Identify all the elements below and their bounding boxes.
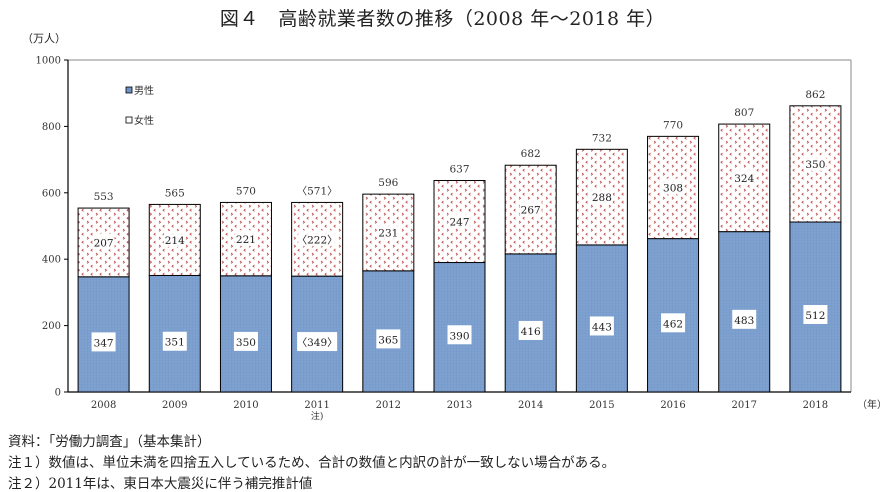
male-label-box — [447, 325, 472, 345]
x-tick-label: 2015 — [589, 400, 614, 411]
female-value-label: 207 — [94, 237, 114, 249]
legend-label-female: 女性 — [134, 114, 154, 127]
male-value-label: 483 — [734, 315, 754, 327]
legend-label-male: 男性 — [134, 84, 154, 97]
female-label-box — [590, 188, 613, 205]
x-tick-label: 2017 — [732, 400, 757, 411]
total-value-label: 596 — [378, 177, 398, 189]
x-tick-label: 2010 — [233, 400, 258, 411]
total-value-label: 565 — [165, 187, 185, 199]
bar-female — [77, 207, 130, 278]
chart-title: 図４ 高齢就業者数の推移（2008 年～2018 年） — [219, 8, 666, 30]
male-label-box — [518, 320, 543, 340]
male-value-label: 350 — [236, 337, 256, 349]
male-label-box — [732, 309, 757, 329]
female-value-label: 〈222〉 — [297, 234, 338, 246]
total-value-label: 807 — [734, 107, 754, 119]
female-value-label: 231 — [378, 227, 398, 239]
total-value-label: 〈571〉 — [297, 185, 338, 197]
male-value-label: 462 — [663, 318, 683, 330]
y-tick-label: 200 — [42, 321, 61, 332]
female-label-box — [377, 223, 400, 240]
female-value-label: 350 — [805, 159, 825, 171]
female-value-label: 221 — [236, 234, 256, 246]
female-label-box — [662, 178, 685, 195]
male-value-label: 512 — [805, 310, 825, 322]
female-value-label: 267 — [521, 205, 541, 217]
male-value-label: 416 — [521, 326, 541, 338]
female-value-label: 214 — [165, 235, 185, 247]
female-label-box — [92, 233, 115, 250]
female-value-label: 288 — [592, 192, 612, 204]
female-label-box — [298, 230, 337, 247]
x-tick-label: 2018 — [803, 400, 828, 411]
x-tick-label: 2008 — [91, 400, 116, 411]
male-label-box — [376, 329, 401, 349]
y-axis-unit-label: （万人） — [22, 32, 66, 45]
female-value-label: 308 — [663, 182, 683, 194]
female-label-box — [448, 212, 471, 229]
total-value-label: 682 — [521, 148, 541, 160]
y-tick-label: 800 — [42, 122, 61, 133]
male-label-box — [589, 316, 614, 336]
total-value-label: 862 — [805, 89, 825, 101]
male-label-box — [661, 313, 686, 333]
x-tick-label: 2009 — [162, 400, 187, 411]
x-tick-note: 注) — [311, 410, 324, 422]
legend-swatch-female — [125, 116, 133, 124]
male-value-label: 351 — [165, 337, 185, 349]
male-value-label: 347 — [94, 337, 114, 349]
y-tick-label: 1000 — [36, 56, 61, 67]
male-value-label: 365 — [378, 334, 398, 346]
x-axis-unit-label: （年） — [857, 398, 885, 411]
x-tick-label: 2011 — [304, 400, 329, 411]
legend-swatch-male — [125, 86, 133, 94]
total-value-label: 732 — [592, 132, 612, 144]
male-value-label: 〈349〉 — [297, 337, 338, 349]
male-label-box — [91, 332, 116, 352]
male-label-box — [803, 305, 828, 325]
total-value-label: 570 — [236, 185, 256, 197]
total-value-label: 553 — [94, 191, 114, 203]
x-tick-label: 2014 — [518, 400, 543, 411]
x-tick-label: 2013 — [447, 400, 472, 411]
y-tick-label: 400 — [42, 255, 61, 266]
y-tick-label: 0 — [55, 388, 61, 399]
male-label-box — [233, 331, 258, 351]
male-label-box — [162, 331, 187, 351]
y-tick-label: 600 — [42, 188, 61, 199]
male-value-label: 443 — [592, 321, 612, 333]
footnote-1: 注１）数値は、単位未満を四捨五入しているため、合計の数値と内訳の計が一致しない場… — [8, 455, 616, 471]
total-value-label: 637 — [449, 164, 469, 176]
female-value-label: 324 — [734, 173, 754, 185]
female-value-label: 247 — [449, 217, 469, 229]
footnote-2: 注２）2011年は、東日本大震災に伴う補完推計値 — [8, 476, 313, 492]
female-label-box — [804, 154, 827, 171]
female-label-box — [519, 200, 542, 217]
male-value-label: 390 — [449, 330, 469, 342]
source-note: 資料：「労働力調査」（基本集計） — [8, 434, 211, 450]
female-label-box — [163, 230, 186, 247]
male-label-box — [297, 332, 338, 352]
total-value-label: 770 — [663, 119, 683, 131]
x-tick-label: 2012 — [376, 400, 401, 411]
x-tick-label: 2016 — [660, 400, 685, 411]
female-label-box — [234, 230, 257, 247]
female-label-box — [733, 168, 756, 185]
